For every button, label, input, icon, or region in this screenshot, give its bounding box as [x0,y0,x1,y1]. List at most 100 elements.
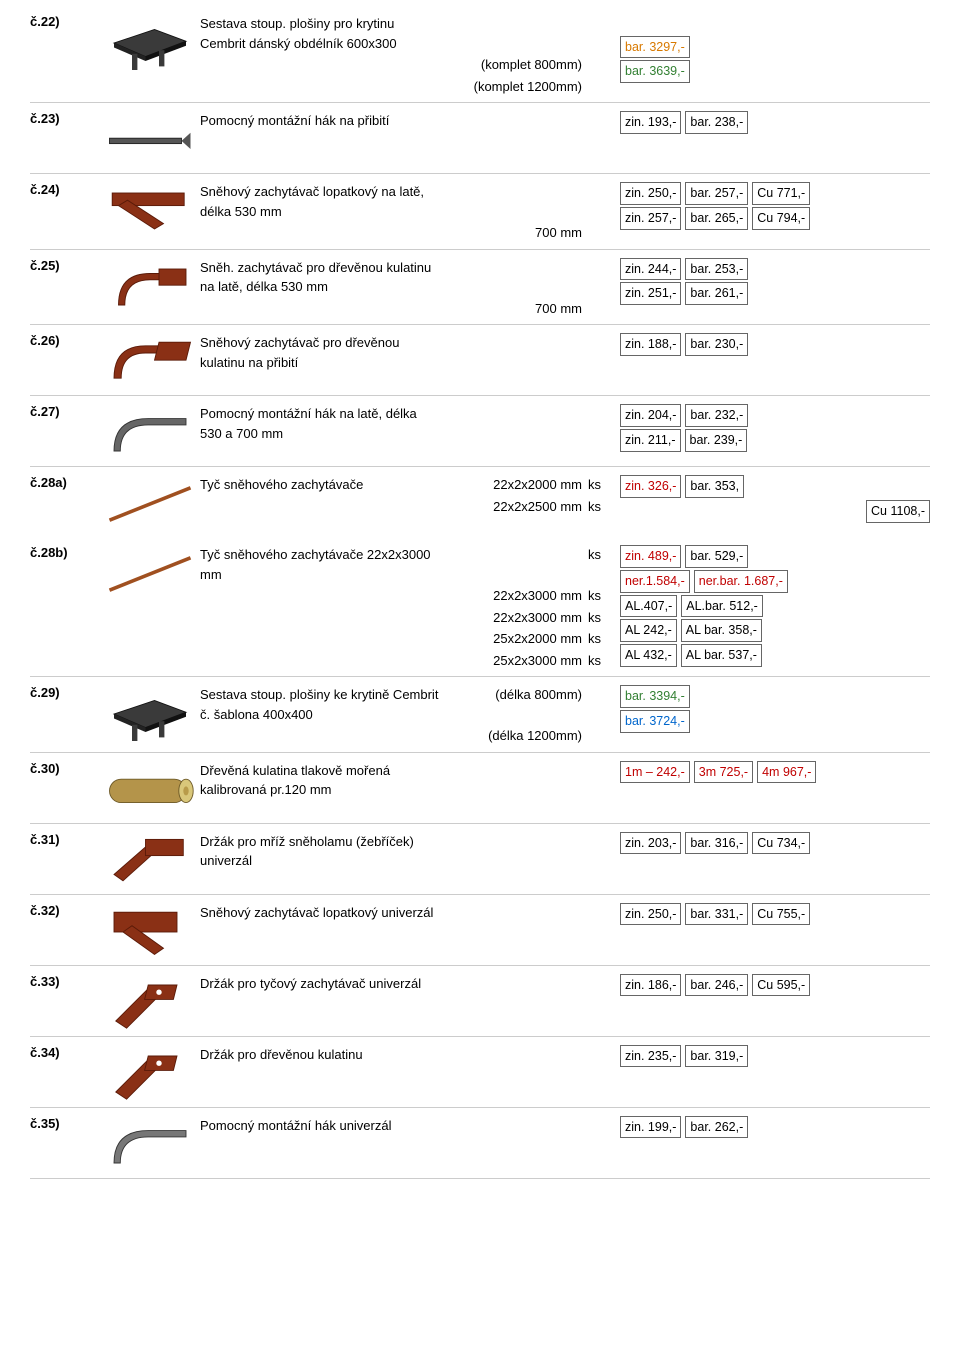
desc-unit [582,182,612,221]
desc-sub [442,1045,582,1065]
row-id: č.31) [30,832,100,847]
desc-main: Sněhový zachytávač lopatkový univerzál [200,903,442,923]
price-column: zin. 326,-bar. 353,Cu 1108,- [620,475,930,523]
row-id: č.29) [30,685,100,700]
price-box: zin. 199,- [620,1116,681,1139]
price-box: bar. 232,- [685,404,748,427]
desc-unit: ks [582,545,612,584]
price-box: bar. 319,- [685,1045,748,1068]
price-box: AL 242,- [620,619,677,642]
price-box: zin. 251,- [620,282,681,305]
desc-unit: ks [582,608,612,628]
desc-sub [442,404,582,443]
price-column: zin. 188,-bar. 230,- [620,333,930,356]
desc-main [200,55,442,75]
row-id: č.34) [30,1045,100,1060]
desc-sub [442,832,582,871]
product-icon [100,832,200,890]
desc-sub [442,903,582,923]
desc-unit [582,299,612,319]
description: Sestava stoup. plošiny pro krytinu Cembr… [200,14,620,98]
price-box: bar. 3639,- [620,60,690,83]
desc-sub: (délka 1200mm) [442,726,582,746]
desc-main: Držák pro mříž sněholamu (žebříček) univ… [200,832,442,871]
description: Tyč sněhového zachytávače 22x2x3000 mmks… [200,545,620,672]
desc-main [200,223,442,243]
price-box: bar. 261,- [685,282,748,305]
desc-main: Dřevěná kulatina tlakově mořená kalibrov… [200,761,442,800]
desc-unit [582,223,612,243]
price-box: 4m 967,- [757,761,816,784]
desc-unit [582,404,612,443]
price-box: zin. 211,- [620,429,681,452]
desc-main [200,629,442,649]
product-icon [100,404,200,462]
desc-unit: ks [582,651,612,671]
catalog-row: č.22) Sestava stoup. plošiny pro krytinu… [30,10,930,103]
price-box: bar. 230,- [685,333,748,356]
desc-sub [442,333,582,372]
price-box: Cu 595,- [752,974,810,997]
price-column: zin. 186,-bar. 246,-Cu 595,- [620,974,930,997]
desc-unit [582,685,612,724]
catalog-row: č.28b)Tyč sněhového zachytávače 22x2x300… [30,541,930,677]
desc-sub: (komplet 1200mm) [442,77,582,97]
desc-main [200,586,442,606]
desc-sub: 22x2x2000 mm [442,475,582,495]
desc-unit [582,55,612,75]
catalog-row: č.35) Pomocný montážní hák univerzál zin. … [30,1112,930,1179]
price-box: bar. 3297,- [620,36,690,59]
desc-main: Držák pro tyčový zachytávač univerzál [200,974,442,994]
product-icon [100,545,200,603]
price-box: bar. 316,- [685,832,748,855]
product-icon [100,685,200,743]
desc-main [200,651,442,671]
desc-sub: (komplet 800mm) [442,55,582,75]
catalog-row: č.32) Sněhový zachytávač lopatkový unive… [30,899,930,966]
desc-unit [582,903,612,923]
product-icon [100,1045,200,1103]
desc-main [200,77,442,97]
row-id: č.27) [30,404,100,419]
desc-sub: 22x2x3000 mm [442,586,582,606]
catalog-row: č.28a)Tyč sněhového zachytávače22x2x2000… [30,471,930,537]
desc-main: Pomocný montážní hák univerzál [200,1116,442,1136]
price-column: zin. 203,-bar. 316,-Cu 734,- [620,832,930,855]
desc-unit: ks [582,497,612,517]
desc-main: Držák pro dřevěnou kulatinu [200,1045,442,1065]
product-icon [100,258,200,316]
desc-sub [442,14,582,53]
desc-sub [442,111,582,131]
price-box: zin. 244,- [620,258,681,281]
row-id: č.23) [30,111,100,126]
row-id: č.35) [30,1116,100,1131]
price-column: zin. 193,-bar. 238,- [620,111,930,134]
desc-sub: 700 mm [442,223,582,243]
price-box: bar. 246,- [685,974,748,997]
description: Držák pro tyčový zachytávač univerzál [200,974,620,996]
product-icon [100,475,200,533]
description: Pomocný montážní hák na přibití [200,111,620,133]
catalog-row: č.26) Sněhový zachytávač pro dřevěnou ku… [30,329,930,396]
price-box: bar. 529,- [685,545,748,568]
description: Pomocný montážní hák univerzál [200,1116,620,1138]
desc-main [200,299,442,319]
desc-sub [442,761,582,800]
description: Držák pro mříž sněholamu (žebříček) univ… [200,832,620,873]
desc-sub: 22x2x2500 mm [442,497,582,517]
price-box: zin. 250,- [620,903,681,926]
desc-unit [582,726,612,746]
price-box: zin. 186,- [620,974,681,997]
description: Sněhový zachytávač lopatkový na latě, dé… [200,182,620,245]
desc-sub: (délka 800mm) [442,685,582,724]
row-id: č.24) [30,182,100,197]
price-box: bar. 265,- [685,207,748,230]
desc-main: Sněhový zachytávač pro dřevěnou kulatinu… [200,333,442,372]
catalog-row: č.30) Dřevěná kulatina tlakově mořená ka… [30,757,930,824]
catalog-list: č.22) Sestava stoup. plošiny pro krytinu… [30,10,930,1179]
price-box: 3m 725,- [694,761,753,784]
price-box: ner.bar. 1.687,- [694,570,788,593]
price-box: bar. 239,- [685,429,748,452]
price-column: zin. 250,-bar. 257,-Cu 771,-zin. 257,-ba… [620,182,930,230]
catalog-row: č.34) Držák pro dřevěnou kulatinuzin. 23… [30,1041,930,1108]
